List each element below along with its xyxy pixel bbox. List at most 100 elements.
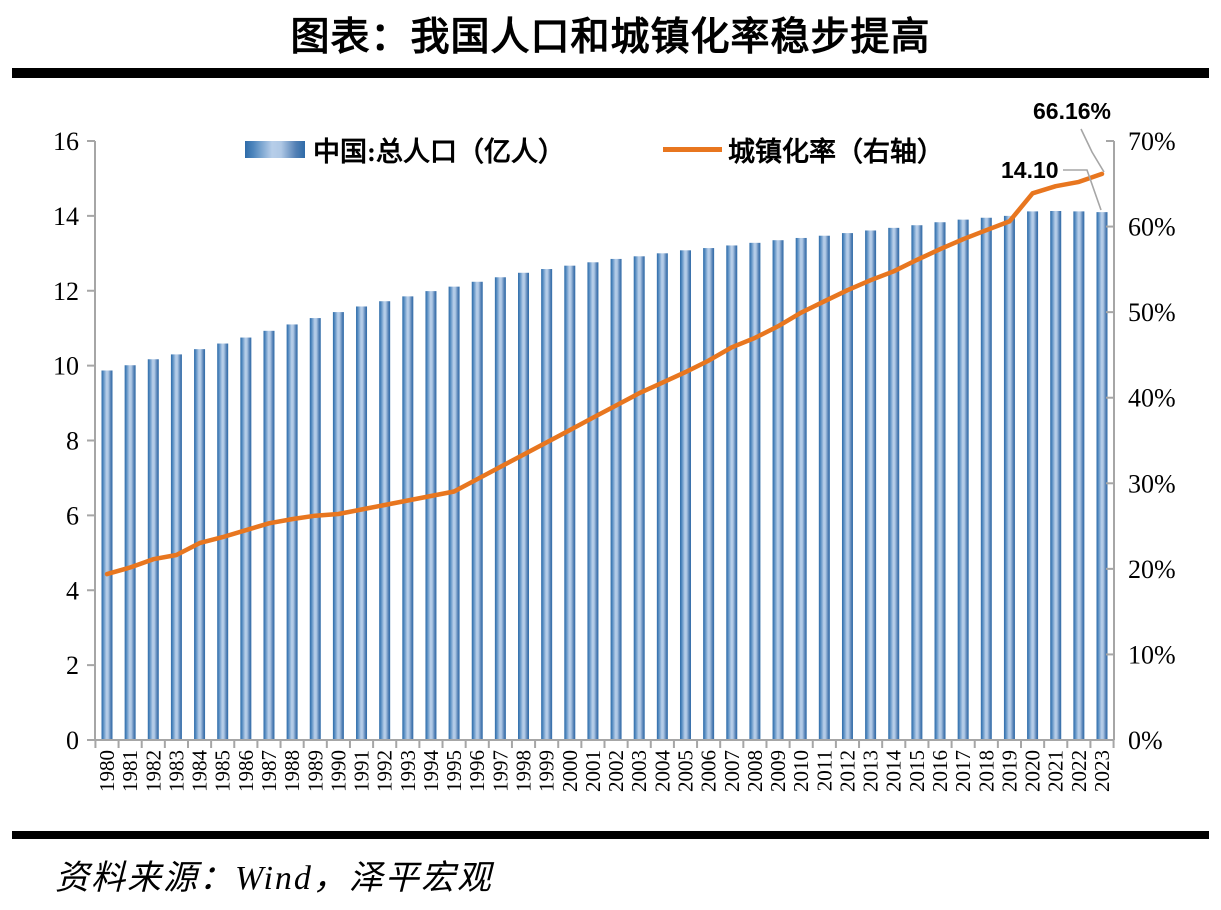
chart-title: 图表：我国人口和城镇化率稳步提高	[290, 16, 931, 59]
urbanization-rate-line	[104, 171, 1105, 577]
x-axis-label-1986: 1986	[234, 750, 258, 792]
right-axis-label: 10%	[1128, 640, 1176, 669]
x-axis-label-2009: 2009	[766, 750, 790, 792]
bar-2019	[1003, 215, 1015, 740]
left-axis-label: 14	[53, 202, 79, 231]
population-end-annotation: 14.10	[1001, 157, 1059, 183]
bar-1981	[124, 365, 136, 740]
bar-2004	[656, 253, 668, 740]
bar-2015	[911, 225, 923, 740]
x-axis-label-1981: 1981	[118, 750, 142, 792]
left-axis-label: 8	[66, 427, 79, 456]
x-axis-label-1994: 1994	[419, 750, 443, 793]
x-axis-label-2012: 2012	[835, 750, 859, 792]
bar-1991	[356, 306, 368, 740]
bar-1997	[494, 277, 506, 740]
x-axis-label-1987: 1987	[257, 750, 281, 792]
right-axis-label: 50%	[1128, 298, 1176, 327]
bar-1988	[286, 324, 298, 740]
bar-2007	[726, 245, 738, 740]
urbanization-annotation-leader	[1080, 128, 1105, 173]
x-axis-label-1995: 1995	[442, 750, 466, 792]
line-series-legend-swatch	[663, 147, 722, 152]
left-axis-label: 0	[66, 726, 79, 755]
bar-series-legend-swatch	[245, 141, 305, 158]
left-axis-label: 2	[66, 651, 79, 680]
bar-1985	[217, 343, 229, 740]
bar-1990	[332, 312, 344, 740]
bar-1987	[263, 330, 275, 740]
bar-1999	[541, 269, 553, 740]
x-axis-label-1982: 1982	[141, 750, 165, 792]
bar-1986	[240, 337, 252, 740]
x-axis-label-1998: 1998	[512, 750, 536, 792]
bar-2022	[1073, 211, 1085, 740]
x-axis-label-2014: 2014	[882, 750, 906, 793]
right-axis-label: 70%	[1128, 127, 1176, 156]
bottom-divider	[12, 831, 1209, 839]
x-axis-label-2005: 2005	[673, 750, 697, 792]
x-axis-label-1991: 1991	[350, 750, 374, 792]
bar-2016	[934, 222, 946, 740]
x-axis-label-2021: 2021	[1044, 750, 1068, 792]
bar-2002	[610, 258, 622, 740]
x-axis-label-1983: 1983	[164, 750, 188, 792]
bar-2023	[1096, 212, 1108, 741]
urbanization-end-annotation: 66.16%	[1033, 98, 1112, 124]
bar-2010	[795, 237, 807, 740]
x-axis-label-1980: 1980	[95, 750, 119, 792]
x-axis-label-1992: 1992	[373, 750, 397, 792]
population-annotation-leader	[1063, 169, 1102, 211]
x-axis-label-2002: 2002	[604, 750, 628, 792]
bar-2003	[633, 256, 645, 740]
bar-2005	[679, 250, 691, 740]
line-series-legend-label: 城镇化率（右轴）	[728, 137, 944, 167]
x-axis-label-1988: 1988	[280, 750, 304, 792]
bar-2020	[1027, 211, 1039, 740]
x-axis-label-2007: 2007	[720, 750, 744, 792]
bar-2008	[749, 242, 761, 740]
left-axis-label: 16	[53, 127, 79, 156]
bar-2013	[865, 230, 877, 740]
bar-1993	[402, 296, 414, 740]
x-axis-label-1993: 1993	[396, 750, 420, 792]
x-axis-label-2020: 2020	[1021, 750, 1045, 792]
x-axis-label-2016: 2016	[928, 750, 952, 792]
bar-1994	[425, 291, 437, 740]
bar-1992	[379, 301, 391, 740]
bar-1980	[101, 370, 113, 740]
x-axis-label-1990: 1990	[326, 750, 350, 792]
bar-1989	[309, 318, 321, 740]
right-axis-label: 20%	[1128, 555, 1176, 584]
x-axis-label-2015: 2015	[905, 750, 929, 792]
chart-legend: 中国:总人口（亿人） 城镇化率（右轴）	[0, 130, 1221, 170]
top-divider	[12, 68, 1209, 78]
x-axis-label-1997: 1997	[488, 750, 512, 792]
bar-2000	[564, 265, 576, 740]
x-axis-label-1984: 1984	[188, 750, 212, 793]
x-axis-label-2011: 2011	[812, 750, 836, 791]
x-axis-label-2022: 2022	[1067, 750, 1091, 792]
bar-1983	[170, 354, 182, 740]
bar-1995	[448, 286, 460, 740]
bar-1998	[518, 272, 530, 740]
x-axis-label-2013: 2013	[859, 750, 883, 792]
left-axis-label: 4	[66, 576, 79, 605]
bar-2021	[1050, 211, 1062, 740]
bar-2009	[772, 240, 784, 740]
left-axis-label: 6	[66, 501, 79, 530]
bar-2012	[841, 233, 853, 740]
x-axis-label-1999: 1999	[535, 750, 559, 792]
x-axis-label-1985: 1985	[211, 750, 235, 792]
bar-2017	[957, 219, 969, 740]
bar-2011	[818, 235, 830, 741]
bar-1996	[471, 281, 483, 740]
x-axis-label-1996: 1996	[465, 750, 489, 792]
right-axis-label: 60%	[1128, 213, 1176, 242]
bar-2014	[888, 227, 900, 741]
x-axis-label-2003: 2003	[627, 750, 651, 792]
x-axis-label-1989: 1989	[303, 750, 327, 792]
right-axis-label: 40%	[1128, 384, 1176, 413]
